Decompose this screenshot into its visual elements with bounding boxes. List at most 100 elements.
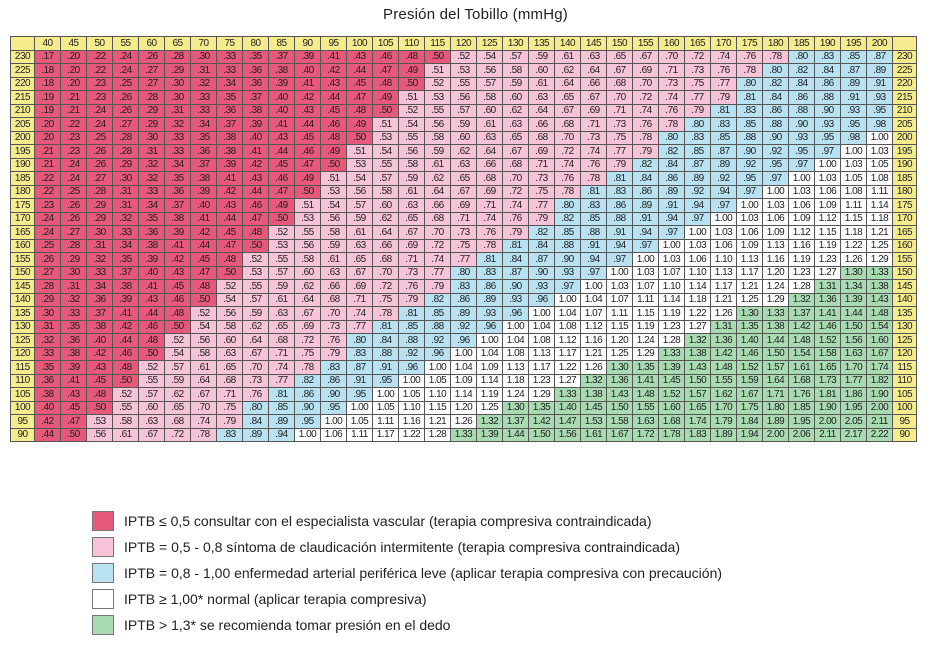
- abi-cell: .68: [476, 171, 503, 186]
- abi-cell: .70: [320, 306, 347, 321]
- abi-cell: .39: [268, 76, 295, 91]
- abi-cell: .87: [684, 157, 711, 172]
- row-header-right: 115: [892, 360, 917, 375]
- abi-cell: .79: [528, 211, 555, 226]
- abi-cell: .68: [554, 117, 581, 132]
- abi-cell: 1.00: [788, 171, 815, 186]
- abi-cell: 1.30: [502, 400, 529, 415]
- abi-cell: .58: [216, 319, 243, 334]
- abi-cell: .53: [294, 211, 321, 226]
- row-header-right: 95: [892, 414, 917, 429]
- abi-cell: .33: [164, 130, 191, 145]
- abi-cell: .50: [242, 238, 269, 253]
- abi-cell: 1.13: [736, 252, 763, 267]
- column-header: 40: [34, 36, 61, 51]
- abi-cell: .54: [398, 117, 425, 132]
- abi-cell: 1.85: [788, 400, 815, 415]
- abi-cell: .62: [242, 319, 269, 334]
- abi-cell: .29: [86, 198, 113, 213]
- abi-cell: 1.09: [476, 360, 503, 375]
- abi-cell: 1.61: [788, 360, 815, 375]
- abi-cell: 1.16: [788, 238, 815, 253]
- abi-cell: .78: [294, 360, 321, 375]
- abi-cell: 1.90: [814, 400, 841, 415]
- abi-cell: .61: [554, 49, 581, 64]
- abi-cell: .20: [34, 130, 61, 145]
- abi-cell: .72: [632, 90, 659, 105]
- abi-cell: .41: [60, 373, 87, 388]
- abi-cell: 1.22: [554, 360, 581, 375]
- abi-cell: .65: [346, 252, 373, 267]
- abi-cell: .23: [86, 76, 113, 91]
- table-row: 170.24.26.29.32.35.38.41.44.47.50.53.56.…: [10, 211, 917, 226]
- abi-cell: .71: [450, 211, 477, 226]
- abi-cell: .67: [242, 346, 269, 361]
- abi-cell: 1.63: [632, 414, 659, 429]
- abi-cell: 1.19: [632, 319, 659, 334]
- abi-cell: .55: [424, 103, 451, 118]
- abi-cell: 1.03: [684, 238, 711, 253]
- column-header: 130: [502, 36, 529, 51]
- abi-cell: .34: [138, 198, 165, 213]
- abi-cell: 1.17: [554, 346, 581, 361]
- abi-cell: .77: [268, 373, 295, 388]
- table-row: 145.28.31.34.38.41.45.48.52.55.59.62.66.…: [10, 279, 917, 294]
- abi-cell: .37: [216, 117, 243, 132]
- abi-cell: 1.45: [580, 400, 607, 415]
- abi-cell: .62: [372, 211, 399, 226]
- abi-cell: .49: [294, 171, 321, 186]
- abi-cell: .85: [684, 144, 711, 159]
- abi-cell: .67: [294, 306, 321, 321]
- abi-cell: .23: [86, 90, 113, 105]
- abi-cell: .67: [138, 427, 165, 442]
- abi-cell: 1.00: [424, 360, 451, 375]
- abi-cell: .26: [112, 90, 139, 105]
- abi-cell: .39: [60, 360, 87, 375]
- abi-cell: .64: [372, 225, 399, 240]
- abi-cell: 1.40: [554, 400, 581, 415]
- abi-cell: .86: [632, 184, 659, 199]
- abi-cell: 1.13: [762, 238, 789, 253]
- abi-cell: 1.04: [450, 360, 477, 375]
- abi-cell: .81: [268, 387, 295, 402]
- abi-cell: 1.15: [814, 225, 841, 240]
- abi-cell: .72: [294, 333, 321, 348]
- abi-cell: .68: [164, 414, 191, 429]
- abi-cell: .58: [294, 252, 321, 267]
- abi-cell: .59: [424, 144, 451, 159]
- abi-cell: 1.06: [710, 238, 737, 253]
- abi-cell: 1.50: [762, 346, 789, 361]
- abi-cell: .95: [840, 117, 867, 132]
- abi-cell: .32: [138, 157, 165, 172]
- row-header-right: 120: [892, 346, 917, 361]
- legend-item: IPTB = 0,8 - 1,00 enfermedad arterial pe…: [92, 560, 722, 586]
- abi-cell: 1.52: [814, 333, 841, 348]
- abi-cell: .83: [580, 198, 607, 213]
- abi-cell: .68: [372, 252, 399, 267]
- row-header: 120: [10, 346, 35, 361]
- abi-cell: .53: [372, 130, 399, 145]
- abi-cell: .87: [710, 144, 737, 159]
- abi-cell: .89: [684, 171, 711, 186]
- abi-cell: .31: [34, 319, 61, 334]
- column-header: 150: [606, 36, 633, 51]
- abi-cell: 1.14: [684, 279, 711, 294]
- abi-cell: 1.00: [814, 157, 841, 172]
- row-header: 220: [10, 76, 35, 91]
- abi-cell: .48: [112, 360, 139, 375]
- table-row: 120.33.38.42.46.50.54.58.63.67.71.75.79.…: [10, 346, 917, 361]
- abi-cell: .56: [424, 117, 451, 132]
- abi-cell: 1.53: [580, 414, 607, 429]
- abi-cell: .71: [658, 63, 685, 78]
- abi-cell: .56: [86, 427, 113, 442]
- abi-cell: .26: [60, 198, 87, 213]
- row-header-right: 155: [892, 252, 917, 267]
- row-header: 180: [10, 184, 35, 199]
- abi-cell: .58: [476, 90, 503, 105]
- abi-cell: .98: [840, 130, 867, 145]
- abi-cell: .74: [580, 144, 607, 159]
- abi-cell: 1.26: [450, 414, 477, 429]
- abi-cell: .45: [190, 252, 217, 267]
- abi-cell: 1.10: [658, 279, 685, 294]
- abi-cell: 1.76: [788, 387, 815, 402]
